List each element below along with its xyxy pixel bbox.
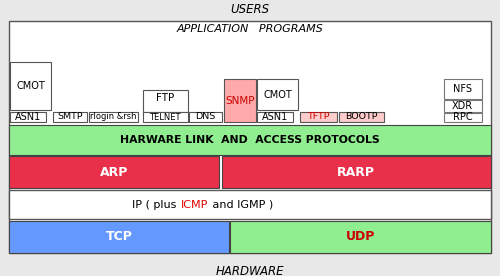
FancyBboxPatch shape [9, 156, 219, 188]
FancyBboxPatch shape [9, 125, 490, 155]
FancyBboxPatch shape [142, 90, 188, 112]
Text: HARWARE LINK  AND  ACCESS PROTOCOLS: HARWARE LINK AND ACCESS PROTOCOLS [120, 135, 380, 145]
Text: XDR: XDR [452, 101, 473, 111]
Text: APPLICATION   PROGRAMS: APPLICATION PROGRAMS [176, 24, 324, 34]
Text: TCP: TCP [106, 230, 132, 243]
FancyBboxPatch shape [257, 79, 298, 110]
FancyBboxPatch shape [300, 112, 338, 122]
Text: CMOT: CMOT [16, 81, 45, 91]
Text: IP ( plus: IP ( plus [132, 200, 180, 210]
Text: ASN1: ASN1 [262, 112, 288, 122]
Text: rlogin &rsh: rlogin &rsh [90, 112, 136, 121]
Text: USERS: USERS [230, 3, 270, 16]
Text: DNS: DNS [195, 112, 216, 121]
FancyBboxPatch shape [88, 112, 138, 122]
Text: TFTP: TFTP [308, 112, 330, 121]
Text: ICMP: ICMP [180, 200, 208, 210]
FancyBboxPatch shape [10, 112, 46, 122]
Text: ARP: ARP [100, 166, 128, 179]
FancyBboxPatch shape [444, 100, 482, 112]
FancyBboxPatch shape [9, 21, 490, 253]
FancyBboxPatch shape [9, 190, 490, 219]
FancyBboxPatch shape [224, 79, 256, 122]
Text: RPC: RPC [453, 112, 472, 122]
FancyBboxPatch shape [10, 62, 51, 110]
FancyBboxPatch shape [189, 112, 222, 122]
FancyBboxPatch shape [222, 156, 490, 188]
Text: SMTP: SMTP [57, 112, 83, 121]
Text: TELNET: TELNET [149, 113, 180, 121]
FancyBboxPatch shape [142, 112, 188, 122]
Text: ASN1: ASN1 [15, 112, 41, 122]
Text: FTP: FTP [156, 93, 174, 103]
FancyBboxPatch shape [444, 79, 482, 99]
Text: and IGMP ): and IGMP ) [209, 200, 273, 210]
FancyBboxPatch shape [339, 112, 384, 122]
Text: SNMP: SNMP [225, 95, 254, 106]
Text: UDP: UDP [346, 230, 375, 243]
FancyBboxPatch shape [257, 112, 293, 122]
Text: BOOTP: BOOTP [346, 112, 378, 121]
Text: NFS: NFS [453, 84, 472, 94]
FancyBboxPatch shape [9, 221, 229, 253]
FancyBboxPatch shape [230, 221, 490, 253]
Text: CMOT: CMOT [263, 90, 292, 100]
FancyBboxPatch shape [53, 112, 87, 122]
Text: HARDWARE: HARDWARE [216, 264, 284, 276]
Text: RARP: RARP [337, 166, 375, 179]
FancyBboxPatch shape [444, 113, 482, 122]
